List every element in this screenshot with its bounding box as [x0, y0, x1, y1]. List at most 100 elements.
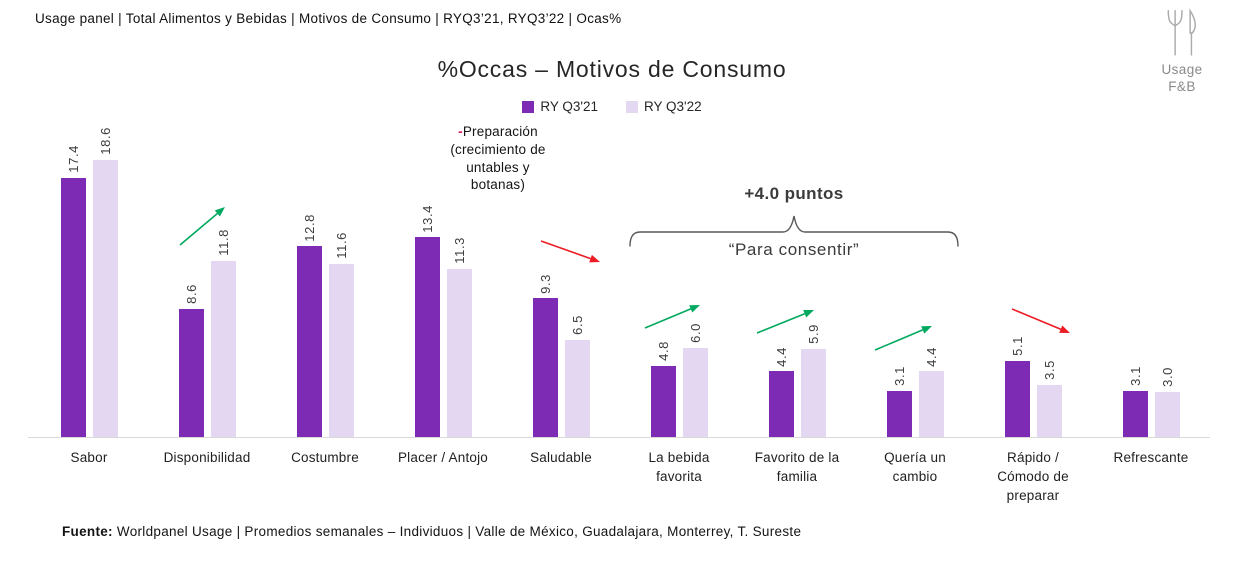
- bar: [178, 308, 204, 437]
- legend-label-ry-q3-22: RY Q3'22: [644, 99, 702, 114]
- bar-value-label: 9.3: [537, 273, 553, 294]
- legend-label-ry-q3-21: RY Q3'21: [540, 99, 598, 114]
- category-label: Placer / Antojo: [397, 450, 489, 465]
- category-label: Quería un cambio: [884, 450, 946, 484]
- bar-group: 12.8 11.6: [266, 150, 384, 437]
- bar: [414, 237, 440, 437]
- bar-column: 3.5: [1036, 360, 1062, 437]
- legend-swatch-ry-q3-22: [626, 100, 638, 113]
- bar: [1036, 384, 1062, 437]
- bar-group: 17.4 18.6: [30, 127, 148, 437]
- category-label: Favorito de la familia: [754, 450, 840, 484]
- usage-fb-logo: Usage F&B: [1147, 6, 1217, 96]
- bar-column: 3.0: [1154, 367, 1180, 437]
- bar-column: 6.0: [682, 322, 708, 437]
- preparacion-line-1: -Preparación: [416, 123, 580, 141]
- bar-group: 9.3 6.5: [502, 150, 620, 437]
- category-label: Rápido / Cómodo de preparar: [997, 450, 1069, 503]
- bar-column: 5.1: [1004, 336, 1030, 437]
- legend-item-ry-q3-21: RY Q3'21: [522, 99, 598, 114]
- bar-value-label: 4.8: [655, 340, 671, 361]
- fork-knife-icon: [1167, 8, 1196, 56]
- bar-group: 4.8 6.0: [620, 150, 738, 437]
- bar-value-label: 17.4: [65, 145, 81, 173]
- bar: [1004, 361, 1030, 437]
- bar-column: 4.8: [650, 340, 676, 437]
- preparacion-text: Preparación: [462, 124, 538, 139]
- bar-column: 3.1: [1122, 365, 1148, 437]
- bar-column: 13.4: [414, 204, 440, 437]
- bar: [886, 390, 912, 437]
- chart-title: %Occas – Motivos de Consumo: [437, 56, 787, 82]
- bar-value-label: 11.3: [451, 236, 467, 264]
- category-label: La bebida favorita: [648, 450, 710, 484]
- slide-header: Usage panel | Total Alimentos y Bebidas …: [35, 11, 622, 26]
- bar: [650, 365, 676, 437]
- bar: [210, 261, 236, 437]
- bar-column: 3.1: [886, 365, 912, 437]
- bar-group: 13.4 11.3: [384, 150, 502, 437]
- bar-value-label: 3.1: [1127, 365, 1143, 386]
- bar-column: 9.3: [532, 273, 558, 437]
- preparacion-line-4: botanas): [470, 177, 526, 193]
- bar-column: 4.4: [768, 347, 794, 437]
- bar: [918, 371, 944, 437]
- preparacion-line-3: untables y: [466, 159, 530, 175]
- bar-value-label: 6.5: [569, 315, 585, 336]
- bar: [1122, 390, 1148, 437]
- bar-value-label: 11.6: [333, 232, 349, 260]
- category-label: Disponibilidad: [163, 450, 251, 465]
- bar: [1154, 392, 1180, 437]
- bar: [768, 371, 794, 437]
- legend-item-ry-q3-22: RY Q3'22: [626, 99, 702, 114]
- bar: [60, 177, 86, 437]
- preparacion-line-2: (crecimiento de: [450, 141, 546, 157]
- bar-group: 8.6 11.8: [148, 150, 266, 437]
- bar-column: 11.3: [446, 236, 472, 437]
- bar-column: 17.4: [60, 145, 86, 437]
- bar-value-label: 18.6: [97, 127, 113, 155]
- bar-value-label: 13.4: [419, 204, 435, 233]
- bar: [532, 298, 558, 437]
- bar-value-label: 6.0: [687, 322, 703, 343]
- bar-value-label: 12.8: [301, 213, 317, 242]
- chart-legend: RY Q3'21 RY Q3'22: [0, 99, 1224, 114]
- bar-value-label: 5.9: [805, 324, 821, 345]
- bar-value-label: 4.4: [923, 346, 939, 367]
- bar-value-label: 8.6: [183, 284, 199, 304]
- source-note: Fuente: Worldpanel Usage | Promedios sem…: [62, 524, 801, 539]
- bar-value-label: 5.1: [1009, 336, 1025, 356]
- source-text: Worldpanel Usage | Promedios semanales –…: [112, 524, 802, 539]
- bar: [296, 246, 322, 437]
- red-dash: -: [458, 124, 463, 139]
- source-label: Fuente:: [62, 524, 113, 539]
- bar-value-label: 11.8: [215, 229, 231, 257]
- bar: [682, 347, 708, 437]
- bar: [92, 159, 118, 437]
- bar-column: 12.8: [296, 213, 322, 437]
- category-labels: Sabor Disponibilidad Costumbre Placer / Ant…: [30, 449, 1210, 506]
- bar-group: 4.4 5.9: [738, 150, 856, 437]
- bar-value-label: 3.5: [1041, 360, 1057, 380]
- bar-column: 11.8: [210, 229, 236, 437]
- bar: [564, 340, 590, 437]
- bar-group: 3.1 4.4: [856, 150, 974, 437]
- preparacion-callout: -Preparación (crecimiento de untables y …: [416, 123, 580, 194]
- bar-column: 8.6: [178, 284, 204, 437]
- puntos-callout: +4.0 puntos: [744, 184, 844, 203]
- legend-swatch-ry-q3-21: [522, 100, 535, 113]
- bar-value-label: 3.1: [891, 365, 907, 386]
- bar: [800, 349, 826, 437]
- bar: [328, 264, 354, 437]
- bar-value-label: 3.0: [1159, 367, 1175, 388]
- logo-text-line1: Usage: [1161, 62, 1203, 77]
- category-label: Sabor: [70, 450, 108, 465]
- bar-column: 18.6: [92, 127, 118, 437]
- bar-column: 4.4: [918, 346, 944, 437]
- category-label: Costumbre: [291, 450, 359, 465]
- category-label: Saludable: [530, 450, 592, 465]
- bar-column: 6.5: [564, 315, 590, 437]
- bar-group: 5.1 3.5: [974, 150, 1092, 437]
- logo-text-line2: F&B: [1168, 78, 1196, 94]
- bar-column: 11.6: [328, 232, 354, 437]
